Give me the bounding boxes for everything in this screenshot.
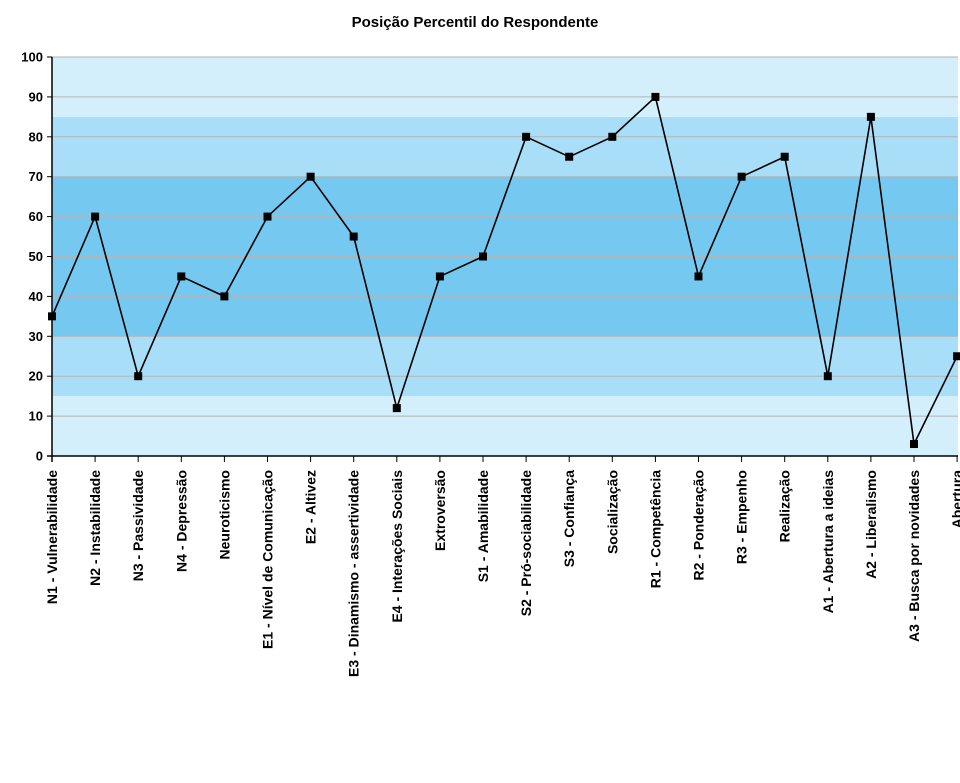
data-point <box>392 404 401 413</box>
x-tick-label: S3 - Confiança <box>561 470 577 567</box>
data-point <box>866 112 875 121</box>
x-tick-label: Neuroticismo <box>216 470 232 559</box>
y-tick-label: 50 <box>29 249 43 264</box>
x-tick-label: R1 - Competência <box>647 470 663 588</box>
chart-title: Posição Percentil do Respondente <box>352 14 599 31</box>
data-point <box>48 312 56 321</box>
y-tick-label: 40 <box>29 289 43 304</box>
data-point <box>910 440 918 449</box>
data-point <box>953 352 960 361</box>
series-line-layer <box>51 95 958 447</box>
data-point <box>479 252 487 261</box>
gridlines <box>52 56 958 417</box>
x-tick-label: Extroversão <box>432 470 448 551</box>
data-points <box>48 92 960 449</box>
percentile-band <box>52 116 958 177</box>
y-tick-labels: 0 10 20 30 40 50 60 70 80 90 100 <box>21 50 43 464</box>
x-tick-label: S2 - Pró-sociabilidade <box>518 470 534 616</box>
percentile-band <box>52 57 958 117</box>
x-tick-label: S1 - Amabilidade <box>475 470 491 583</box>
y-tick-label: 20 <box>29 369 43 384</box>
x-tick-label: A1 - Abertura a ideias <box>820 470 836 614</box>
series-line <box>51 95 958 447</box>
x-tick-label: E4 - Interações Sociais <box>389 470 405 623</box>
data-point <box>737 172 746 181</box>
x-tick-label: R3 - Empenho <box>734 470 750 564</box>
x-tick-label: N4 - Depressão <box>173 470 189 572</box>
y-tick-label: 80 <box>29 129 43 144</box>
x-tick-label: E2 - Altivez <box>303 470 319 544</box>
data-point <box>177 272 186 281</box>
x-tick-label: A2 - Liberalismo <box>863 470 879 579</box>
y-tick-label: 30 <box>29 329 43 344</box>
x-tick-label: E1 - Nível de Comunicação <box>260 470 276 649</box>
x-tick-label: E3 - Dinamismo - assertividade <box>346 470 362 677</box>
data-point <box>608 132 617 141</box>
x-tick-label: N1 - Vulnerabilidade <box>44 470 60 604</box>
data-point <box>349 232 358 241</box>
data-point <box>306 172 315 181</box>
y-tick-label: 70 <box>29 169 43 184</box>
y-tick-label: 60 <box>29 209 43 224</box>
data-point <box>263 212 272 221</box>
x-tick-label: Socialização <box>604 470 620 554</box>
x-tick-label: N2 - Instabilidade <box>87 470 103 586</box>
x-tick-label: N3 - Passividade <box>130 470 146 581</box>
x-tick-label: A3 - Busca por novidades <box>906 470 922 642</box>
percentile-band <box>52 336 958 397</box>
data-point <box>220 292 229 301</box>
data-point <box>134 372 143 381</box>
data-point <box>91 212 100 221</box>
x-tick-label: Realização <box>777 470 793 542</box>
data-point <box>823 372 832 381</box>
data-point <box>651 92 660 101</box>
y-tick-label: 10 <box>29 409 43 424</box>
y-tick-label: 90 <box>29 89 43 104</box>
x-tick-label: Abertura <box>949 470 960 529</box>
data-point <box>522 132 531 141</box>
percentile-band <box>52 396 958 456</box>
data-point <box>435 272 444 281</box>
data-point <box>565 152 574 161</box>
y-tick-label: 100 <box>21 50 43 65</box>
y-tick-label: 0 <box>36 449 43 464</box>
x-tick-labels: N1 - Vulnerabilidade N2 - Instabilidade N3… <box>44 470 960 677</box>
data-point <box>694 272 703 281</box>
data-point <box>780 152 789 161</box>
x-tick-label: R2 - Ponderação <box>691 470 707 580</box>
axes <box>47 56 958 462</box>
